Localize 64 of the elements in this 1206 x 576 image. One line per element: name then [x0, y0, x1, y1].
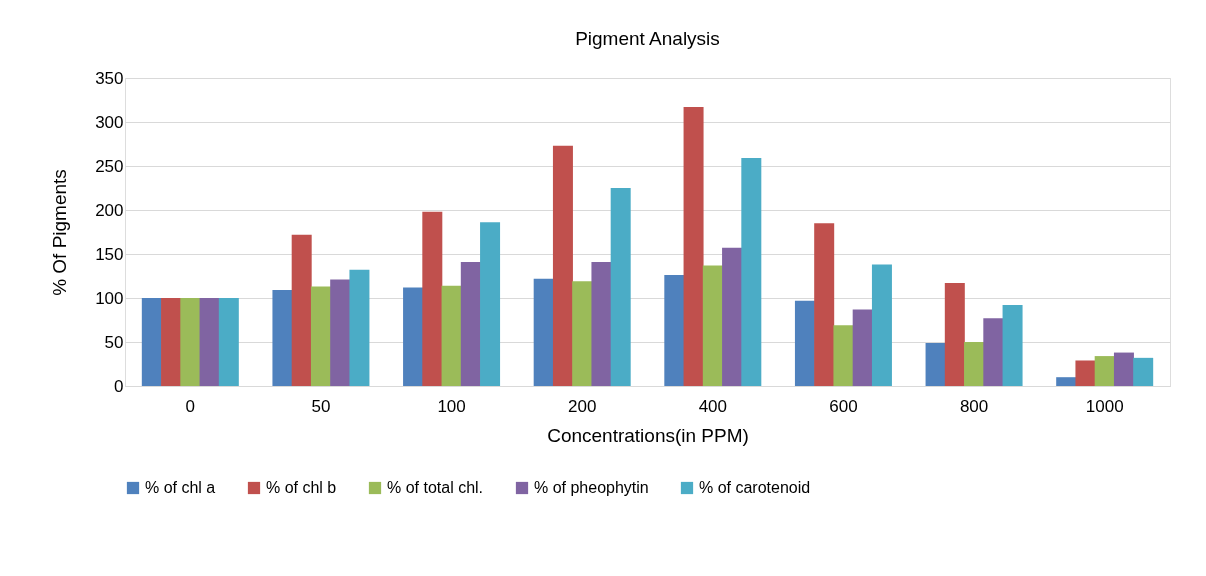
legend-label: % of carotenoid — [699, 479, 811, 496]
y-tick-label: 350 — [95, 68, 124, 88]
x-axis-title: Concentrations(in PPM) — [547, 424, 749, 446]
y-tick-label: 200 — [95, 200, 124, 220]
x-tick-label: 0 — [185, 396, 196, 416]
bar — [441, 285, 462, 386]
bar — [1113, 352, 1134, 386]
bar — [664, 275, 685, 386]
bar — [180, 298, 201, 386]
bar — [422, 211, 443, 386]
y-tick-label: 150 — [95, 244, 124, 264]
bar — [533, 278, 554, 386]
bar — [983, 318, 1004, 386]
bar — [330, 279, 351, 386]
x-tick-label: 50 — [311, 396, 331, 416]
bar — [161, 298, 182, 386]
bar — [1094, 356, 1115, 386]
bar — [349, 269, 370, 386]
y-tick-label: 100 — [95, 288, 124, 308]
bar — [833, 325, 854, 386]
bar — [1002, 305, 1023, 386]
bar — [218, 298, 239, 386]
bar — [1133, 357, 1154, 386]
bar — [272, 290, 293, 386]
x-tick-label: 600 — [829, 396, 858, 416]
bar — [1075, 360, 1096, 386]
legend-label: % of total chl. — [387, 479, 484, 496]
y-axis-title: % Of Pigments — [49, 169, 71, 296]
legend-label: % of chl a — [145, 479, 216, 496]
y-tick-label: 50 — [104, 332, 124, 352]
bar — [310, 286, 331, 386]
bar — [291, 234, 312, 386]
x-tick-label: 800 — [959, 396, 989, 416]
x-tick-label: 100 — [437, 396, 466, 416]
bar — [403, 287, 424, 386]
bar — [702, 265, 723, 386]
bar — [871, 264, 892, 386]
x-tick-label: 200 — [568, 396, 597, 416]
bar — [925, 342, 946, 386]
y-tick-label: 0 — [114, 376, 124, 396]
bar — [1056, 377, 1077, 386]
y-tick-label: 250 — [95, 156, 124, 176]
bar — [199, 298, 220, 386]
bar — [460, 261, 481, 386]
bar — [722, 247, 743, 386]
x-tick-label: 1000 — [1085, 396, 1124, 416]
bar — [572, 281, 593, 386]
bar — [741, 158, 762, 386]
bar — [552, 145, 573, 386]
bar — [964, 342, 985, 386]
bar — [683, 107, 704, 386]
bar — [141, 298, 162, 386]
chart-title: Pigment Analysis — [575, 28, 720, 49]
x-tick-label: 400 — [698, 396, 727, 416]
bar — [814, 223, 835, 386]
bar — [852, 309, 873, 386]
legend-label: % of chl b — [266, 479, 337, 496]
bar — [610, 188, 631, 386]
legend-label: % of pheophytin — [534, 479, 649, 496]
bar — [944, 283, 965, 386]
bar — [591, 261, 612, 386]
bar — [480, 222, 501, 386]
bar — [794, 300, 815, 386]
y-tick-label: 300 — [95, 112, 124, 132]
